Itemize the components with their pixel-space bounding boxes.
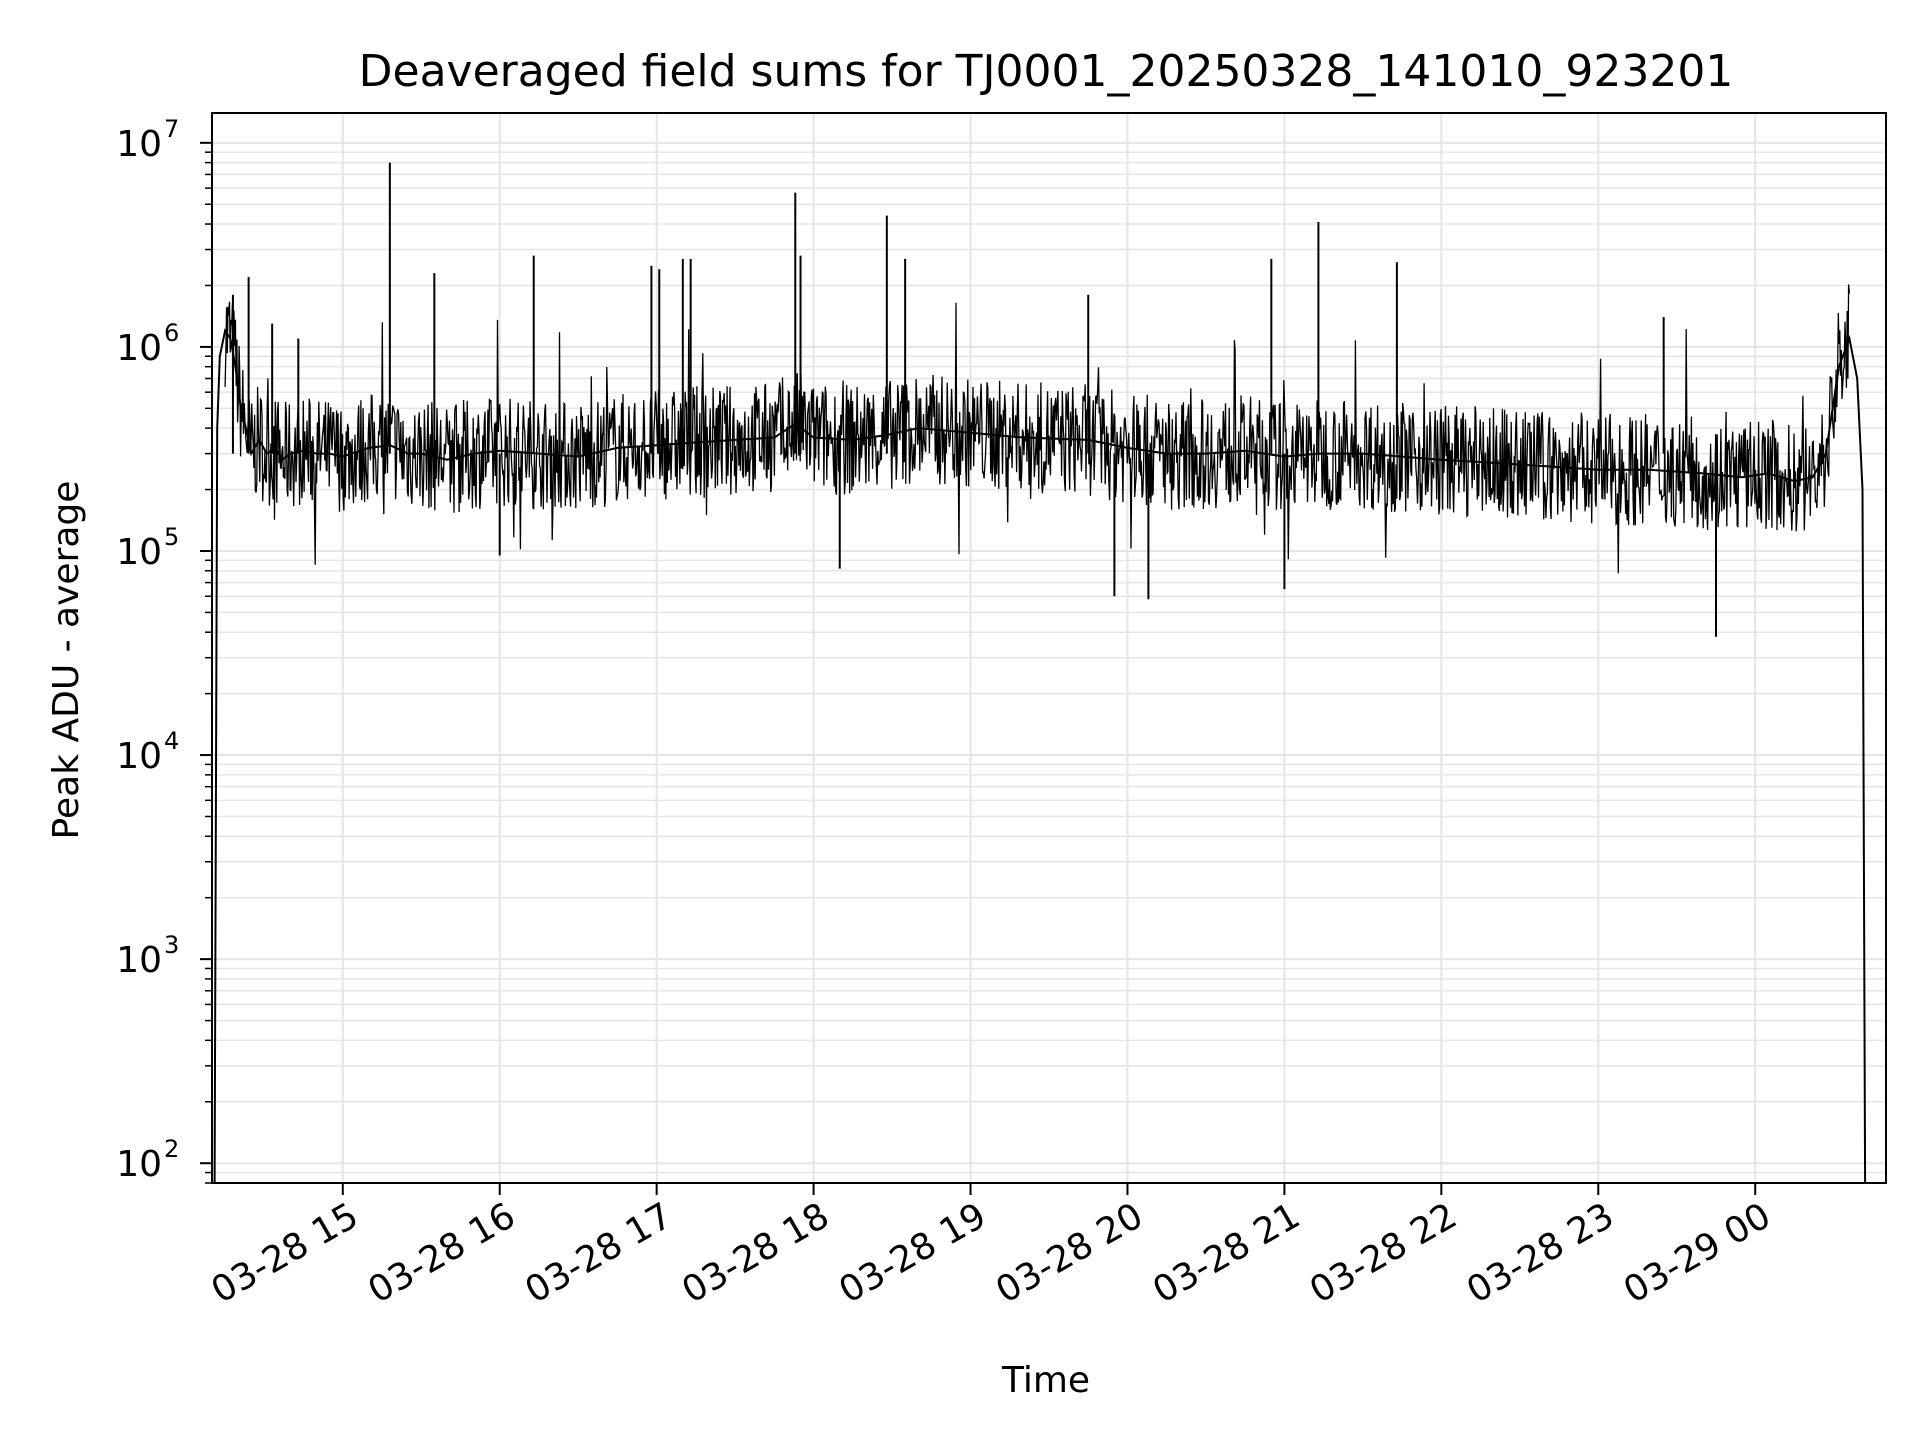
chart-title: Deaveraged field sums for TJ0001_2025032… bbox=[359, 46, 1734, 97]
y-tick-exponent: 5 bbox=[164, 523, 179, 551]
y-tick-label: 10 bbox=[116, 940, 162, 981]
x-tick-label: 03-28 16 bbox=[362, 1195, 523, 1311]
x-tick-label: 03-29 00 bbox=[1617, 1195, 1778, 1311]
x-tick-label: 03-28 15 bbox=[205, 1195, 366, 1311]
y-tick-exponent: 3 bbox=[164, 931, 179, 959]
x-tick-label: 03-28 18 bbox=[675, 1195, 836, 1311]
y-tick-exponent: 6 bbox=[164, 319, 179, 347]
x-tick-label: 03-28 20 bbox=[989, 1195, 1150, 1311]
series-noise bbox=[224, 284, 1851, 574]
x-tick-label: 03-28 21 bbox=[1146, 1195, 1307, 1311]
y-axis-label: Peak ADU - average bbox=[46, 481, 87, 840]
x-tick-label: 03-28 19 bbox=[832, 1195, 993, 1311]
y-tick-label: 10 bbox=[116, 1144, 162, 1185]
x-tick-label: 03-28 17 bbox=[518, 1195, 679, 1311]
grid bbox=[212, 113, 1886, 1184]
plot-frame bbox=[211, 112, 1887, 1184]
y-tick-exponent: 4 bbox=[164, 727, 179, 755]
y-tick-label: 10 bbox=[116, 328, 162, 369]
y-tick-exponent: 7 bbox=[164, 115, 179, 143]
x-tick-label: 03-28 22 bbox=[1303, 1195, 1464, 1311]
x-tick-label: 03-28 23 bbox=[1460, 1195, 1621, 1311]
series-layer bbox=[213, 162, 1867, 1184]
y-tick-exponent: 2 bbox=[164, 1135, 179, 1163]
x-axis-label: Time bbox=[1001, 1360, 1090, 1401]
y-tick-label: 10 bbox=[116, 124, 162, 165]
y-tick-label: 10 bbox=[116, 532, 162, 573]
y-tick-label: 10 bbox=[116, 736, 162, 777]
